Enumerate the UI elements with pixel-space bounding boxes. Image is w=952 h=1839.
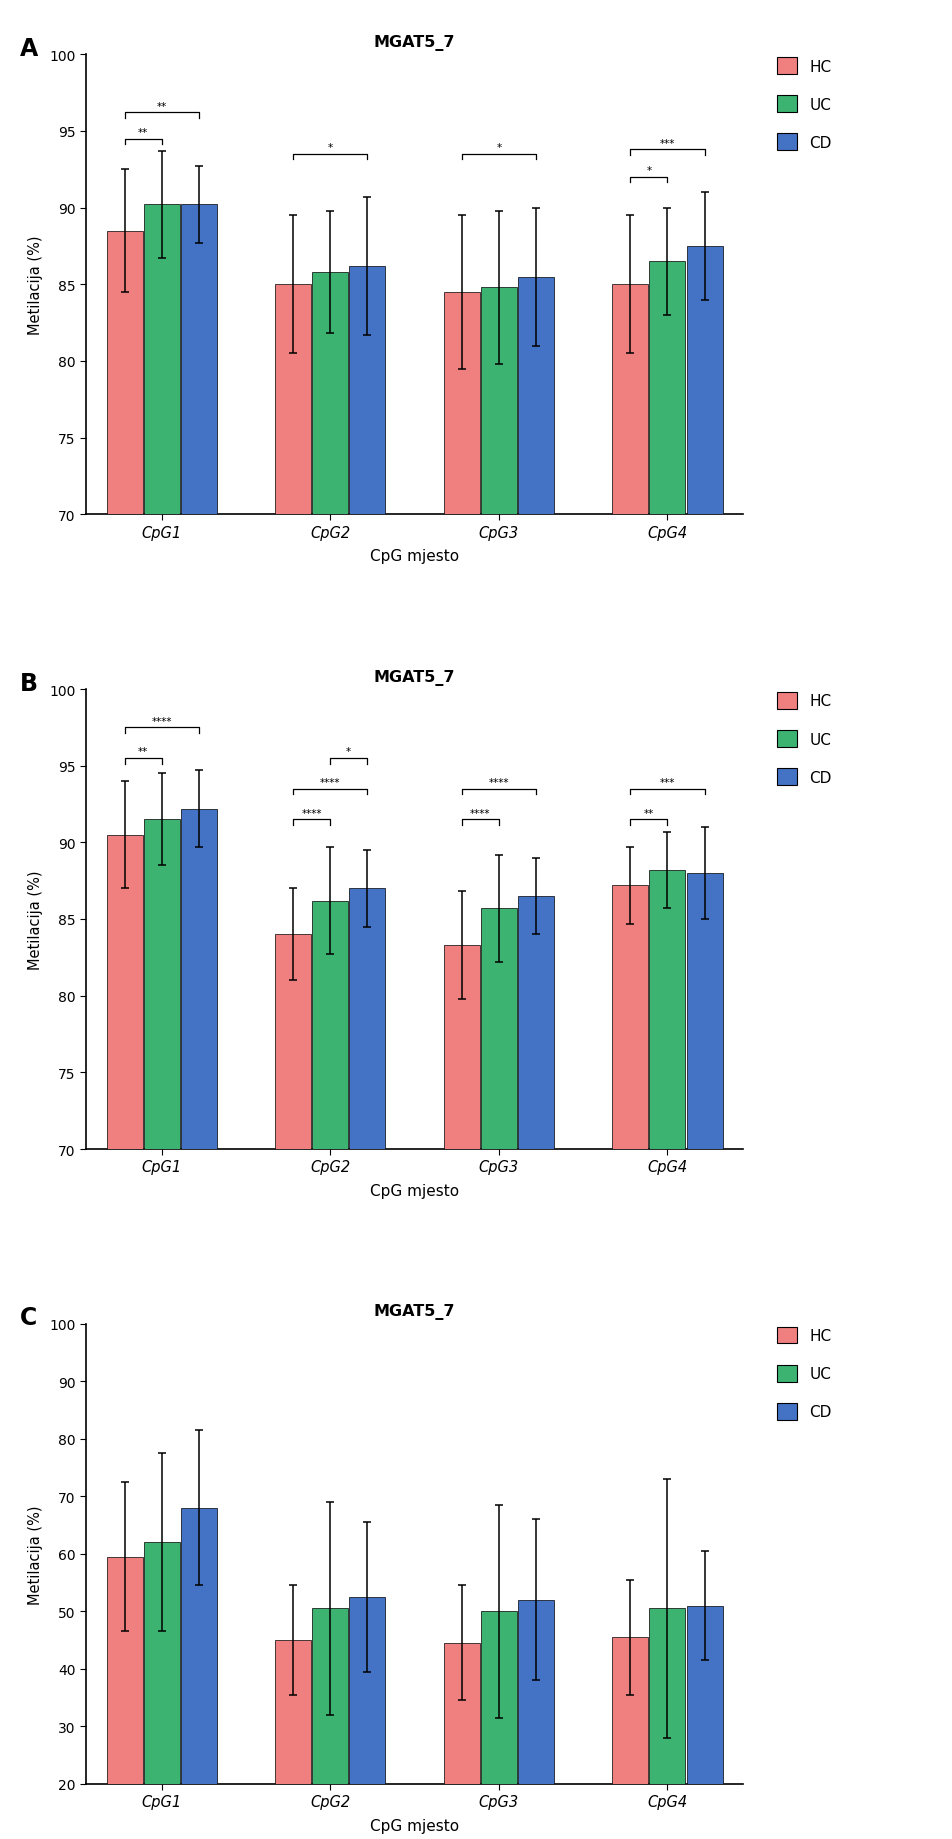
Bar bbox=[349, 267, 385, 515]
Bar bbox=[349, 1596, 385, 1784]
Legend: HC, UC, CD: HC, UC, CD bbox=[777, 59, 831, 151]
Text: *: * bbox=[327, 143, 332, 153]
Bar bbox=[685, 246, 722, 515]
Bar bbox=[612, 886, 647, 1149]
Bar bbox=[107, 835, 143, 1149]
Bar bbox=[518, 897, 553, 1149]
Text: **: ** bbox=[156, 101, 167, 112]
Text: ****: **** bbox=[488, 778, 508, 787]
Bar bbox=[312, 1609, 347, 1784]
Bar bbox=[685, 1605, 722, 1784]
Title: MGAT5_7: MGAT5_7 bbox=[373, 1304, 455, 1320]
Y-axis label: Metilacija (%): Metilacija (%) bbox=[29, 235, 44, 335]
Bar bbox=[144, 206, 179, 515]
Text: **: ** bbox=[644, 807, 653, 818]
X-axis label: CpG mjesto: CpG mjesto bbox=[369, 1182, 459, 1197]
Bar bbox=[649, 261, 684, 515]
Bar bbox=[181, 206, 216, 515]
Legend: HC, UC, CD: HC, UC, CD bbox=[777, 1328, 831, 1420]
Text: ***: *** bbox=[659, 138, 674, 149]
Text: A: A bbox=[20, 37, 38, 61]
Bar bbox=[312, 901, 347, 1149]
Bar bbox=[444, 292, 479, 515]
X-axis label: CpG mjesto: CpG mjesto bbox=[369, 548, 459, 563]
Bar bbox=[144, 820, 179, 1149]
Legend: HC, UC, CD: HC, UC, CD bbox=[777, 693, 831, 785]
Bar bbox=[649, 1609, 684, 1784]
Title: MGAT5_7: MGAT5_7 bbox=[373, 669, 455, 686]
Bar bbox=[312, 272, 347, 515]
Bar bbox=[181, 1508, 216, 1784]
Bar bbox=[275, 934, 310, 1149]
Bar bbox=[481, 1611, 516, 1784]
X-axis label: CpG mjesto: CpG mjesto bbox=[369, 1817, 459, 1832]
Bar bbox=[144, 1543, 179, 1784]
Text: *: * bbox=[645, 166, 651, 177]
Bar bbox=[685, 874, 722, 1149]
Bar bbox=[612, 285, 647, 515]
Bar bbox=[518, 278, 553, 515]
Text: ****: **** bbox=[320, 778, 340, 787]
Text: B: B bbox=[20, 671, 38, 695]
Y-axis label: Metilacija (%): Metilacija (%) bbox=[29, 1504, 44, 1604]
Bar bbox=[181, 809, 216, 1149]
Text: *: * bbox=[346, 747, 351, 758]
Title: MGAT5_7: MGAT5_7 bbox=[373, 35, 455, 51]
Bar bbox=[481, 289, 516, 515]
Text: ****: **** bbox=[301, 807, 322, 818]
Text: ****: **** bbox=[469, 807, 490, 818]
Text: ***: *** bbox=[659, 778, 674, 787]
Text: **: ** bbox=[138, 747, 149, 758]
Bar bbox=[107, 232, 143, 515]
Text: C: C bbox=[20, 1306, 37, 1330]
Text: *: * bbox=[496, 143, 501, 153]
Text: ****: **** bbox=[151, 715, 171, 726]
Bar bbox=[612, 1637, 647, 1784]
Bar bbox=[649, 870, 684, 1149]
Y-axis label: Metilacija (%): Metilacija (%) bbox=[29, 870, 44, 969]
Bar bbox=[275, 285, 310, 515]
Bar bbox=[481, 908, 516, 1149]
Bar bbox=[349, 888, 385, 1149]
Bar bbox=[444, 945, 479, 1149]
Text: **: ** bbox=[138, 127, 149, 138]
Bar bbox=[107, 1558, 143, 1784]
Bar bbox=[518, 1600, 553, 1784]
Bar bbox=[275, 1640, 310, 1784]
Bar bbox=[444, 1642, 479, 1784]
